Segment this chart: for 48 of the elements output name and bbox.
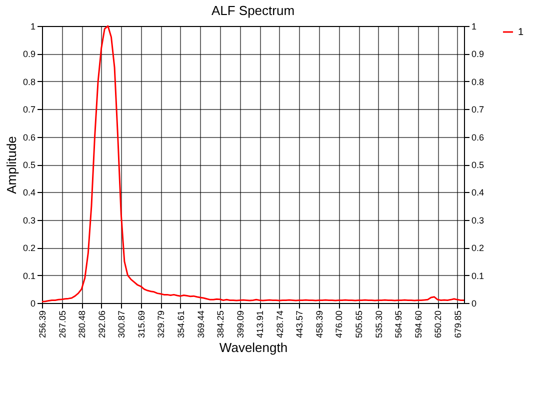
x-tick-label: 535.30 xyxy=(374,310,384,338)
y-tick-label: 0.7 xyxy=(22,104,36,115)
y-tick-label: 0.8 xyxy=(22,76,36,87)
x-tick-label: 399.09 xyxy=(235,310,246,338)
legend-label: 1 xyxy=(518,27,524,38)
y-axis-title: Amplitude xyxy=(4,136,19,194)
x-tick-label: 315.69 xyxy=(136,310,146,338)
y2-tick-label: 1 xyxy=(472,22,477,32)
x-tick-label: 329.79 xyxy=(156,310,166,338)
y2-tick-label: 0.9 xyxy=(472,49,484,60)
y2-tick-label: 0.4 xyxy=(472,188,484,198)
x-axis-title: Wavelength xyxy=(219,340,288,356)
y-tick-label: 0.4 xyxy=(22,188,36,198)
x-tick-label: 679.85 xyxy=(452,310,463,338)
y2-tick-label: 0.8 xyxy=(472,76,484,87)
x-tick-label: 443.57 xyxy=(294,310,305,338)
y-tick-label: 0.9 xyxy=(22,49,36,60)
x-tick-label: 292.06 xyxy=(96,310,107,338)
y-tick-label: 0 xyxy=(30,298,36,308)
x-tick-label: 384.25 xyxy=(216,310,226,338)
x-tick-label: 280.48 xyxy=(77,310,88,338)
x-tick-label: 428.74 xyxy=(274,310,285,338)
y-tick-label: 0.5 xyxy=(22,160,36,170)
y-tick-label: 0.1 xyxy=(22,270,36,281)
x-tick-label: 650.20 xyxy=(433,310,444,338)
chart-title: ALF Spectrum xyxy=(211,3,295,18)
x-tick-label: 267.05 xyxy=(57,310,68,338)
x-tick-label: 476.00 xyxy=(334,310,344,338)
y2-tick-label: 0.2 xyxy=(472,243,484,254)
x-tick-label: 413.91 xyxy=(255,310,266,338)
y2-tick-label: 0.1 xyxy=(472,270,484,281)
y-tick-label: 0.2 xyxy=(22,243,36,254)
x-tick-label: 256.39 xyxy=(38,310,48,338)
x-tick-label: 564.95 xyxy=(394,310,404,338)
y2-tick-label: 0.7 xyxy=(472,104,484,115)
y-tick-label: 0.3 xyxy=(22,215,36,226)
x-tick-label: 594.60 xyxy=(413,310,424,338)
x-tick-label: 354.61 xyxy=(176,310,186,338)
y2-tick-label: 0 xyxy=(472,298,477,308)
y-tick-label: 0.6 xyxy=(22,132,36,142)
x-tick-label: 300.87 xyxy=(116,310,127,338)
x-tick-label: 369.44 xyxy=(196,310,206,338)
x-tick-label: 458.39 xyxy=(314,310,324,338)
y2-tick-label: 0.3 xyxy=(472,215,484,226)
y-tick-label: 1 xyxy=(30,22,36,32)
y2-tick-label: 0.5 xyxy=(472,160,484,170)
y2-tick-label: 0.6 xyxy=(472,132,484,142)
x-tick-label: 505.65 xyxy=(354,310,364,338)
